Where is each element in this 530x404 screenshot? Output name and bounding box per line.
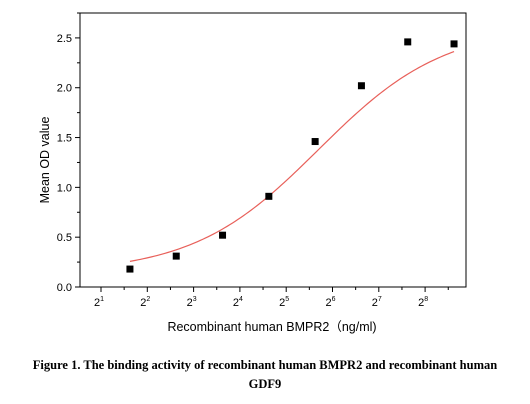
x-tick-label: 25	[279, 296, 289, 309]
figure-caption: Figure 1. The binding activity of recomb…	[0, 356, 530, 394]
y-tick-label: 0.0	[57, 282, 72, 294]
x-tick-label: 28	[418, 296, 428, 309]
y-tick-label: 1.5	[57, 133, 72, 145]
x-tick-label: 26	[325, 296, 335, 309]
data-point	[450, 40, 458, 48]
x-tick-label: 24	[233, 296, 243, 309]
y-axis-ticks: 0.0 0.5 1.0 1.5 2.0 2.5	[57, 12, 80, 294]
caption-line-1: Figure 1. The binding activity of recomb…	[32, 358, 498, 372]
y-tick-label: 2.5	[57, 33, 72, 45]
x-tick-label: 21	[94, 296, 104, 309]
data-point	[172, 252, 180, 260]
fit-curve	[129, 51, 455, 262]
data-points	[126, 38, 458, 273]
data-point	[404, 38, 412, 46]
binding-activity-chart: 0.0 0.5 1.0 1.5 2.0 2.5 21 22 23 24 25 26 27 28 Reco…	[38, 12, 467, 334]
plot-border	[79, 12, 467, 288]
x-tick-label: 27	[372, 296, 382, 309]
x-tick-label: 22	[140, 296, 150, 309]
data-point	[357, 82, 365, 90]
data-point	[265, 192, 273, 200]
y-tick-label: 2.0	[57, 83, 72, 95]
y-axis-label: Mean OD value	[38, 117, 52, 204]
x-axis-label: Recombinant human BMPR2（ng/ml)	[167, 320, 376, 334]
data-point	[126, 265, 134, 273]
data-point	[219, 231, 227, 239]
y-tick-label: 0.5	[57, 232, 72, 244]
plot-frame	[79, 12, 467, 288]
caption-line-2: GDF9	[248, 377, 282, 391]
x-axis-ticks: 21 22 23 24 25 26 27 28	[94, 287, 449, 309]
y-tick-label: 1.0	[57, 182, 72, 194]
x-tick-label: 23	[187, 296, 197, 309]
data-point	[311, 138, 319, 146]
